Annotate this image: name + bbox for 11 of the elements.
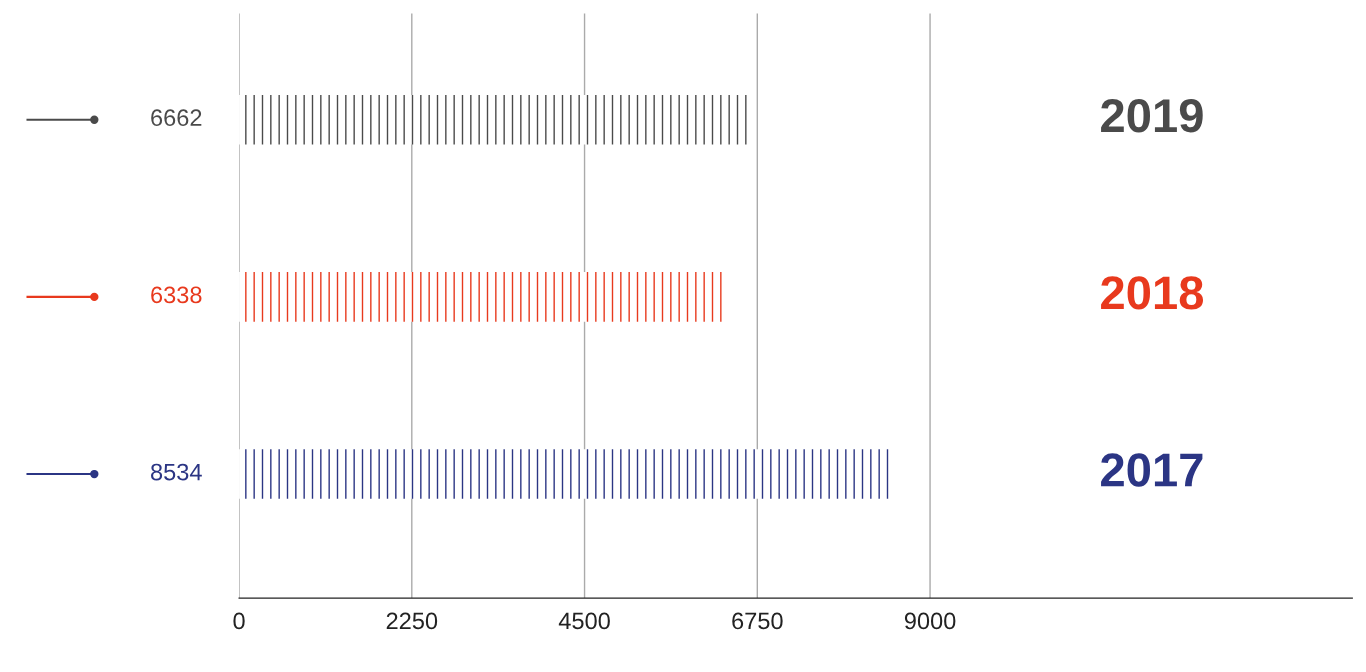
x-tick-label: 9000 [904, 612, 956, 630]
data-label: 6338 [151, 286, 202, 304]
x-tick-label: 0 [233, 612, 245, 630]
x-tick-label: 4500 [558, 612, 610, 630]
x-tick-label: 6750 [732, 612, 783, 630]
y-tick-label: 2019 [1101, 98, 1203, 133]
data-label: 8534 [151, 463, 202, 481]
y-tick-label: 2017 [1101, 453, 1203, 487]
x-tick-label: 2250 [386, 612, 438, 630]
y-tick-label: 2018 [1101, 276, 1204, 310]
data-label: 6662 [151, 109, 202, 127]
